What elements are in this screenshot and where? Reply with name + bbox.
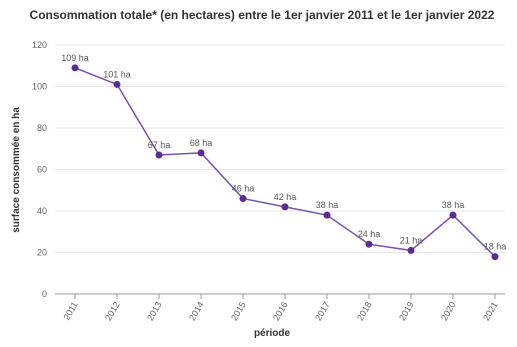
x-tick-label: 2014	[187, 300, 206, 322]
chart-title: Consommation totale* (en hectares) entre…	[30, 8, 495, 22]
y-tick-labels: 0 20 40 60 80 100 120	[32, 40, 47, 299]
x-tick-label: 2016	[271, 300, 290, 322]
data-label: 68 ha	[190, 138, 213, 148]
data-label: 101 ha	[103, 69, 131, 79]
y-tick-label: 60	[37, 165, 47, 175]
data-label: 46 ha	[232, 184, 255, 194]
y-axis-title: surface consommée en ha	[11, 107, 22, 233]
x-tick-label: 2020	[439, 300, 458, 322]
x-tick-label: 2015	[229, 300, 248, 322]
x-tick-label: 2021	[481, 300, 500, 322]
gridlines	[55, 44, 505, 253]
data-point	[491, 253, 499, 261]
data-point	[407, 246, 415, 254]
data-label: 67 ha	[148, 140, 171, 150]
y-tick-label: 0	[42, 289, 47, 299]
data-point	[239, 195, 247, 203]
x-tick-label: 2019	[397, 300, 416, 322]
data-label: 109 ha	[61, 53, 89, 63]
x-tick-labels: 2011 2012 2013 2014 2015 2016 2017 2018 2019 2020…	[61, 300, 499, 322]
data-label: 21 ha	[400, 235, 423, 245]
data-point	[113, 80, 121, 88]
x-tick-label: 2012	[103, 300, 122, 322]
data-label: 42 ha	[274, 192, 297, 202]
y-tick-label: 20	[37, 248, 47, 258]
x-axis-title: période	[254, 328, 291, 339]
y-tick-label: 80	[37, 123, 47, 133]
x-tick-label: 2011	[61, 300, 79, 322]
y-tick-label: 100	[32, 82, 47, 92]
data-label: 38 ha	[442, 200, 465, 210]
data-labels: 109 ha 101 ha 67 ha 68 ha 46 ha 42 ha 38 ha 24 …	[61, 53, 506, 252]
data-point	[365, 240, 373, 248]
data-label: 24 ha	[358, 229, 381, 239]
axes	[55, 293, 505, 299]
x-tick-label: 2018	[355, 300, 374, 322]
data-point	[281, 203, 289, 211]
data-point	[449, 211, 457, 219]
data-label: 38 ha	[316, 200, 339, 210]
x-tick-label: 2017	[313, 300, 332, 322]
y-tick-label: 120	[32, 40, 47, 50]
data-point	[155, 151, 163, 159]
y-tick-label: 40	[37, 206, 47, 216]
series	[71, 64, 499, 261]
data-point	[197, 149, 205, 157]
data-label: 18 ha	[484, 242, 507, 252]
data-point	[323, 211, 331, 219]
x-tick-label: 2013	[145, 300, 164, 322]
data-point	[71, 64, 79, 72]
series-line	[74, 67, 496, 258]
